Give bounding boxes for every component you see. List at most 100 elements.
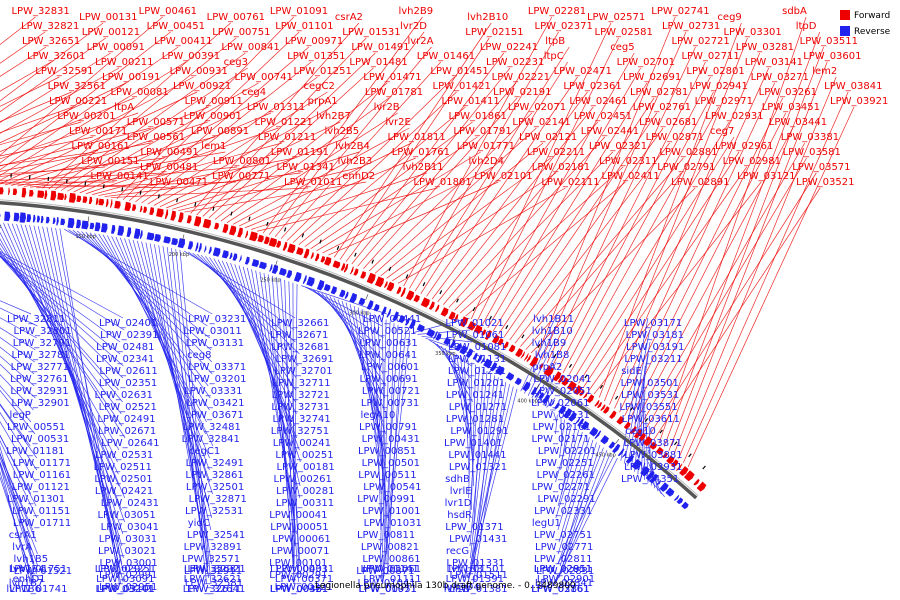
feature-label: LPW_00761 (207, 12, 265, 23)
feature-label: LPW_02071 (508, 102, 566, 113)
feature-label: legU1 (532, 518, 561, 529)
feature-label: LPW_02941 (690, 81, 748, 92)
feature-label: LPW_03421 (186, 398, 244, 409)
reverse-feature (480, 357, 485, 364)
feature-label: LPW_03551 (619, 402, 677, 413)
forward-feature (8, 187, 11, 196)
reverse-feature (349, 292, 358, 304)
label-connector (345, 302, 383, 447)
forward-feature (573, 385, 583, 396)
label-connector (397, 187, 566, 284)
label-connector (0, 82, 127, 144)
reverse-legend-label: Reverse (854, 27, 891, 37)
reverse-feature (398, 315, 406, 324)
label-connector (557, 429, 580, 507)
reverse-feature (26, 214, 32, 223)
label-connector (476, 37, 619, 323)
feature-label: LPW_01811 (387, 132, 445, 143)
feature-label: lvh1B6 (6, 584, 41, 595)
feature-label: LPW_00191 (102, 72, 160, 83)
label-connector (17, 136, 215, 187)
feature-label: LPW_00551 (7, 422, 65, 433)
feature-label: LPW_00331 (276, 564, 334, 575)
feature-label: lvr2D (400, 21, 427, 32)
reverse-feature (56, 217, 59, 226)
feature-label: LPW_00491 (140, 147, 198, 158)
label-connector (687, 106, 855, 468)
feature-label: LPW_00071 (271, 546, 329, 557)
label-connector (0, 462, 34, 565)
label-connector (530, 187, 696, 354)
label-connector (0, 127, 151, 167)
reverse-feature (659, 482, 669, 492)
label-connector (0, 16, 163, 156)
forward-feature (552, 371, 562, 382)
reverse-feature (286, 269, 292, 279)
track-marker (336, 245, 340, 251)
feature-label: LPW_02481 (96, 342, 154, 353)
label-connector (214, 82, 388, 220)
feature-label: LPW_01491 (351, 42, 409, 53)
feature-label: LPW_00561 (127, 132, 185, 143)
feature-label: LPW_03211 (624, 354, 682, 365)
forward-feature (428, 301, 435, 310)
feature-label: LPW_01191 (271, 147, 329, 158)
label-connector (553, 412, 557, 423)
feature-label: sidE (621, 366, 642, 377)
label-connector (588, 166, 747, 391)
feature-label: LPW_01351 (287, 51, 345, 62)
label-connector (498, 97, 655, 335)
feature-label: LPW_01241 (446, 390, 504, 401)
forward-feature (139, 205, 143, 213)
label-connector (492, 82, 648, 332)
forward-feature (178, 212, 184, 223)
track-marker (405, 274, 409, 279)
forward-feature (655, 446, 664, 455)
reverse-feature (541, 393, 551, 404)
feature-label: LPW_32671 (270, 330, 328, 341)
forward-feature (268, 237, 277, 248)
label-connector (481, 52, 635, 326)
track-marker (505, 325, 509, 330)
feature-label: LPW_00751 (212, 27, 270, 38)
track-marker (388, 266, 392, 271)
forward-feature (453, 314, 459, 322)
label-connector (578, 136, 735, 384)
feature-label: LPW_02971 (695, 96, 753, 107)
forward-feature (0, 187, 4, 195)
reverse-feature (534, 389, 541, 398)
track-marker (371, 259, 375, 264)
forward-feature (193, 216, 202, 227)
label-connector (0, 327, 36, 351)
label-connector (147, 91, 328, 205)
track-marker (121, 187, 124, 192)
reverse-feature (229, 252, 233, 260)
feature-label: lvh2B3 (338, 156, 373, 167)
reverse-feature (221, 250, 229, 259)
label-connector (357, 82, 516, 267)
forward-feature (110, 199, 113, 209)
label-connector (382, 330, 411, 585)
label-connector (559, 442, 597, 567)
feature-label: LPW_00471 (150, 177, 208, 188)
label-connector (116, 16, 295, 199)
reverse-feature (600, 435, 609, 445)
feature-label: LPW_03031 (99, 534, 157, 545)
forward-feature (29, 189, 34, 197)
feature-label: LPW_01531 (342, 27, 400, 38)
forward-feature (503, 341, 509, 349)
feature-label: LPW_00731 (361, 398, 419, 409)
label-connector (470, 373, 492, 559)
reverse-feature (608, 441, 616, 449)
label-connector (85, 231, 213, 375)
feature-label: LPW_00691 (359, 374, 417, 385)
track-marker (702, 465, 706, 470)
forward-feature (600, 404, 606, 411)
feature-label: ceg9 (717, 12, 741, 23)
reverse-feature (198, 243, 202, 253)
feature-label: LPW_00951 (359, 584, 417, 595)
feature-label: LPW_32661 (271, 318, 329, 329)
feature-label: LPW_02811 (534, 554, 592, 565)
feature-label: LPW_03301 (723, 27, 781, 38)
label-connector (0, 434, 37, 507)
